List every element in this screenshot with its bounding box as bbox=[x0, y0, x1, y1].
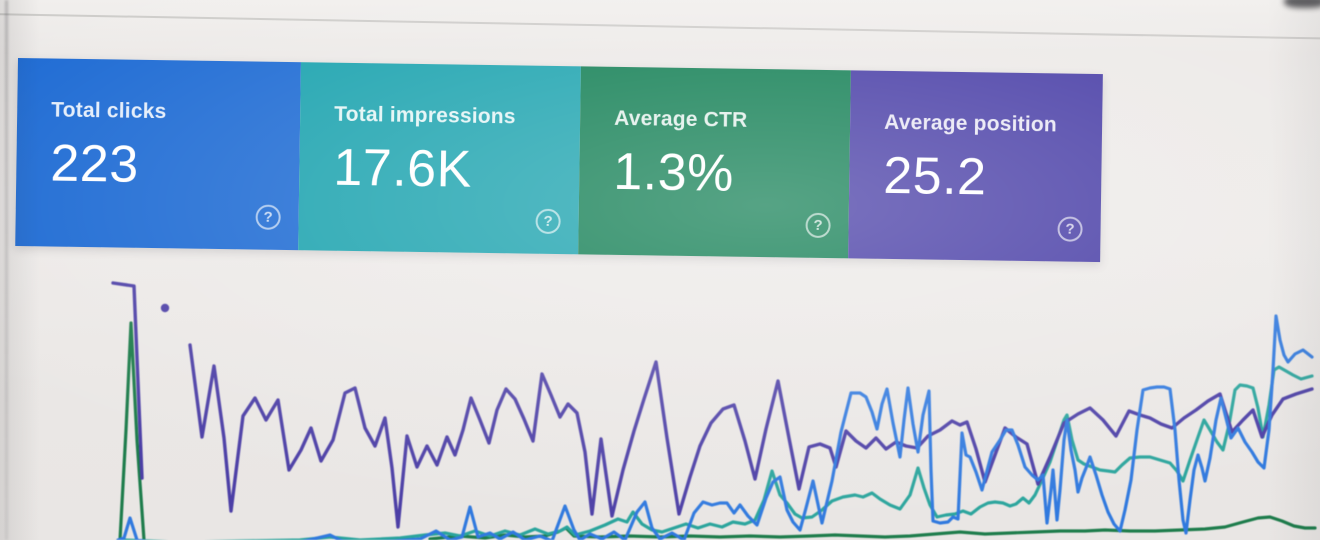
metric-card-total-impressions[interactable]: Total impressions 17.6K ? bbox=[298, 62, 581, 255]
help-icon[interactable]: ? bbox=[1057, 216, 1083, 242]
question-mark-glyph: ? bbox=[543, 212, 553, 230]
metric-value: 223 bbox=[50, 134, 140, 194]
metric-label: Total clicks bbox=[51, 98, 167, 124]
help-icon[interactable]: ? bbox=[805, 212, 831, 239]
help-icon[interactable]: ? bbox=[535, 208, 561, 235]
chart-line-position bbox=[188, 343, 1314, 529]
metric-value: 1.3% bbox=[612, 142, 735, 203]
question-mark-glyph: ? bbox=[1065, 220, 1075, 238]
photo-artifact-smudge bbox=[1284, 0, 1320, 8]
metric-label: Total impressions bbox=[334, 102, 516, 129]
metric-label: Average position bbox=[883, 110, 1058, 137]
chart-line-impressions bbox=[120, 365, 1314, 540]
question-mark-glyph: ? bbox=[813, 216, 823, 234]
chart-line-clicks bbox=[116, 314, 1314, 540]
metric-card-total-clicks[interactable]: Total clicks 223 ? bbox=[15, 58, 301, 251]
metric-value: 17.6K bbox=[332, 138, 473, 199]
metric-label: Average CTR bbox=[613, 106, 748, 132]
chart-point-position bbox=[160, 303, 170, 313]
chart-line-position bbox=[111, 281, 144, 480]
question-mark-glyph: ? bbox=[263, 208, 273, 226]
metric-cards-strip: Total clicks 223 ? Total impressions 17.… bbox=[15, 58, 1103, 263]
metric-card-average-ctr[interactable]: Average CTR 1.3% ? bbox=[578, 66, 851, 259]
metric-value: 25.2 bbox=[882, 146, 987, 207]
screen-edge-shadow bbox=[5, 0, 8, 540]
chart-line-ctr bbox=[118, 321, 146, 540]
metric-card-average-position[interactable]: Average position 25.2 ? bbox=[848, 70, 1103, 263]
help-icon[interactable]: ? bbox=[255, 204, 281, 230]
